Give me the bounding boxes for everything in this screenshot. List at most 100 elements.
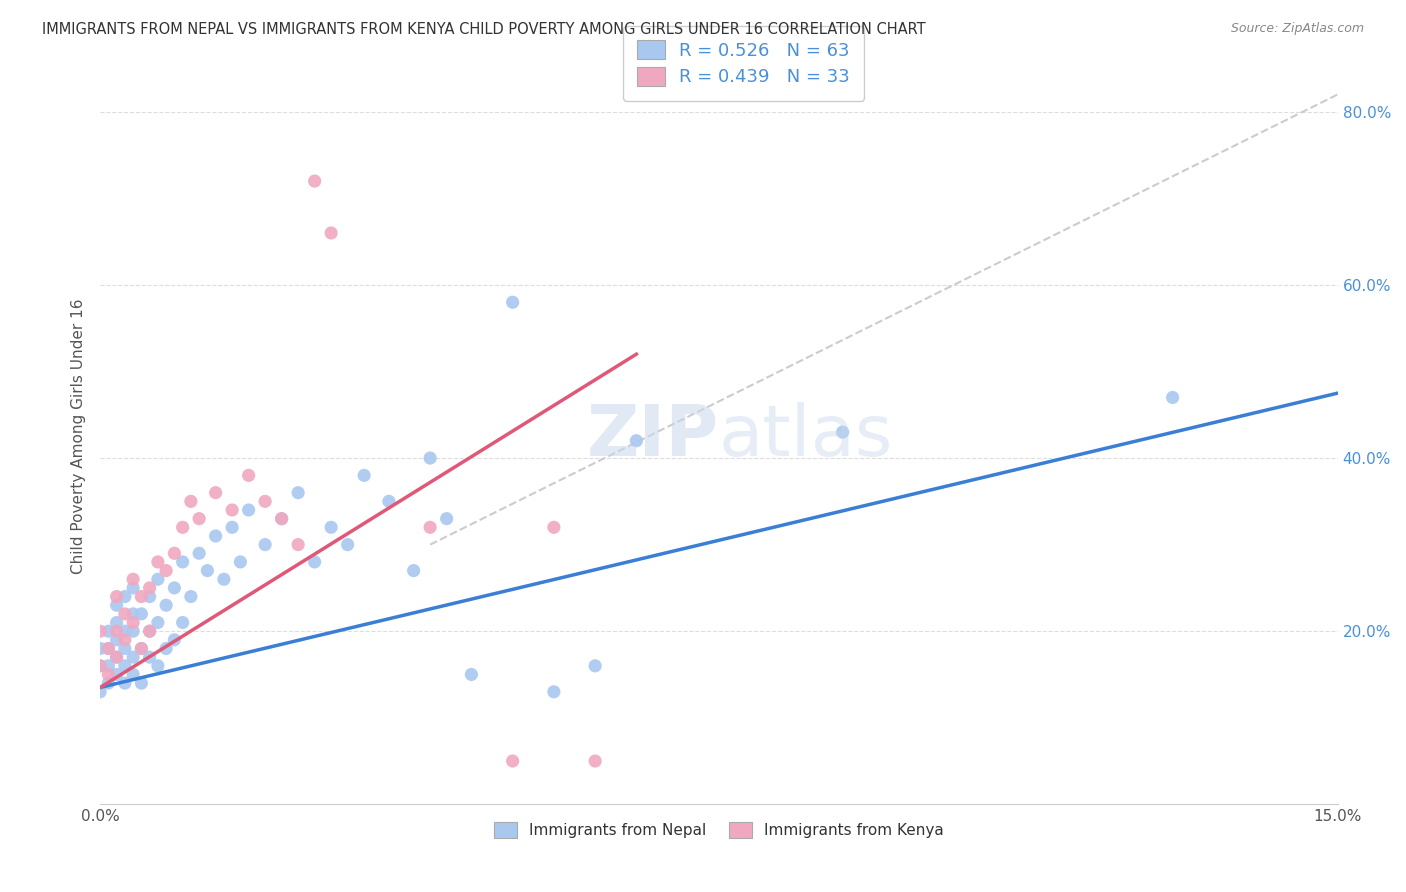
Point [204,485,226,500]
Point [543,685,565,699]
Point [172,520,194,534]
Point [155,598,177,612]
Point [543,520,565,534]
Point [105,590,128,604]
Point [155,564,177,578]
Point [138,581,160,595]
Point [419,451,441,466]
Point [131,641,153,656]
Text: ZIP: ZIP [586,402,718,471]
Point [502,295,524,310]
Point [254,494,277,508]
Point [97,667,120,681]
Point [254,538,277,552]
Point [138,624,160,639]
Point [195,564,218,578]
Point [105,650,128,665]
Point [114,641,136,656]
Point [105,615,128,630]
Text: IMMIGRANTS FROM NEPAL VS IMMIGRANTS FROM KENYA CHILD POVERTY AMONG GIRLS UNDER 1: IMMIGRANTS FROM NEPAL VS IMMIGRANTS FROM… [42,22,925,37]
Point [321,520,343,534]
Point [204,529,226,543]
Point [97,676,120,690]
Point [188,511,211,525]
Point [131,590,153,604]
Point [131,676,153,690]
Point [831,425,853,439]
Point [583,658,606,673]
Point [1161,391,1184,405]
Point [131,607,153,621]
Point [97,641,120,656]
Point [155,641,177,656]
Point [114,607,136,621]
Point [163,581,186,595]
Point [180,590,202,604]
Point [114,676,136,690]
Point [353,468,375,483]
Point [122,607,145,621]
Point [180,494,202,508]
Point [270,511,292,525]
Point [114,632,136,647]
Text: Source: ZipAtlas.com: Source: ZipAtlas.com [1230,22,1364,36]
Point [502,754,524,768]
Point [146,555,169,569]
Point [436,511,458,525]
Point [97,641,120,656]
Point [583,754,606,768]
Point [419,520,441,534]
Point [97,624,120,639]
Point [105,598,128,612]
Point [188,546,211,560]
Point [270,511,292,525]
Point [105,650,128,665]
Point [163,632,186,647]
Point [221,503,243,517]
Point [460,667,482,681]
Point [138,650,160,665]
Point [146,615,169,630]
Point [287,538,309,552]
Point [89,658,111,673]
Point [238,468,260,483]
Legend: Immigrants from Nepal, Immigrants from Kenya: Immigrants from Nepal, Immigrants from K… [488,816,950,845]
Point [97,658,120,673]
Point [172,555,194,569]
Point [114,624,136,639]
Point [238,503,260,517]
Point [131,641,153,656]
Point [105,632,128,647]
Point [138,624,160,639]
Point [378,494,401,508]
Point [122,624,145,639]
Y-axis label: Child Poverty Among Girls Under 16: Child Poverty Among Girls Under 16 [72,299,86,574]
Point [122,581,145,595]
Point [105,667,128,681]
Point [146,658,169,673]
Point [287,485,309,500]
Point [114,590,136,604]
Point [321,226,343,240]
Point [89,685,111,699]
Text: atlas: atlas [718,402,893,471]
Point [122,572,145,586]
Point [89,624,111,639]
Point [114,658,136,673]
Point [122,615,145,630]
Point [304,174,326,188]
Point [229,555,252,569]
Point [172,615,194,630]
Point [336,538,359,552]
Point [89,658,111,673]
Point [89,641,111,656]
Point [212,572,235,586]
Point [163,546,186,560]
Point [304,555,326,569]
Point [122,667,145,681]
Point [402,564,425,578]
Point [221,520,243,534]
Point [105,624,128,639]
Point [138,590,160,604]
Point [122,650,145,665]
